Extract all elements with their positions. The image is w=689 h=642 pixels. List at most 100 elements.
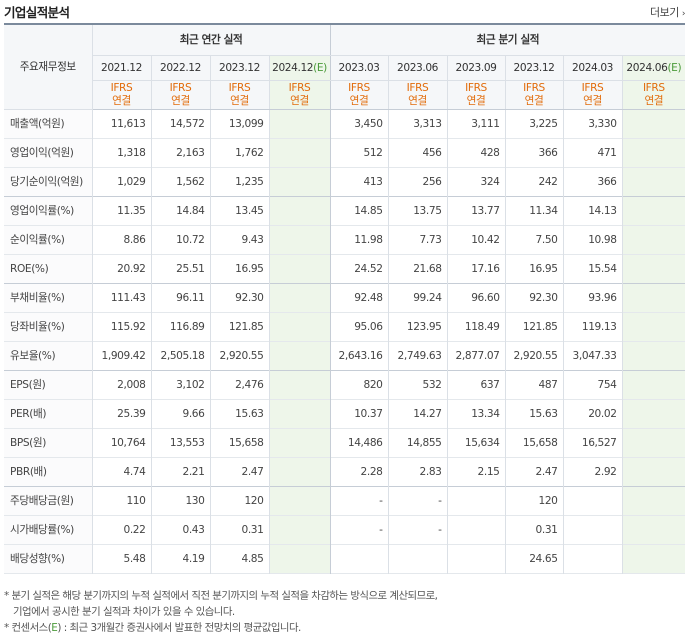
table-row: BPS(원) 10,764 13,553 15,658 14,486 14,855 15,6… [4,428,686,457]
footnote-1-cont: 기업에서 공시한 분기 실적과 차이가 있을 수 있습니다. [13,606,235,618]
annual-cell: 14.84 [150,196,210,225]
annual-cell: 0.22 [91,515,151,544]
quarter-cell: 15.63 [504,399,564,428]
annual-cell: 10.72 [150,225,210,254]
annual-cell: 25.39 [91,399,151,428]
annual-cell [268,225,331,254]
annual-cell: 2,920.55 [209,341,269,370]
quarter-cell: 256 [387,167,448,196]
annual-cell: 1,029 [91,167,151,196]
quarter-cell: 15,634 [446,428,506,457]
annual-cell: 115.92 [91,312,151,341]
quarter-cell: 99.24 [387,283,448,312]
row-label: 유보율(%) [4,341,93,370]
annual-cell: 130 [150,486,210,515]
annual-cell [268,399,331,428]
quarter-cell: 413 [329,167,389,196]
footnote-1: * 분기 실적은 해당 분기까지의 누적 실적에서 직전 분기까지의 누적 실적… [4,590,438,602]
annual-cell: 111.43 [91,283,151,312]
quarter-cell: 16,527 [562,428,623,457]
period-header: 2024.06(E) [621,55,686,81]
quarter-cell: 2,877.07 [446,341,506,370]
basis-consolidated: 연결 [230,94,249,107]
period-header: 2024.03 [562,55,623,81]
row-label: 영업이익(억원) [4,138,93,167]
annual-cell: 2,008 [91,370,151,399]
quarter-cell: 10.42 [446,225,506,254]
annual-cell: 4.85 [209,544,269,573]
basis-label: IFRS 연결 [268,80,331,110]
footnotes: * 분기 실적은 해당 분기까지의 누적 실적에서 직전 분기까지의 누적 실적… [4,588,438,636]
basis-consolidated: 연결 [408,94,427,107]
row-label: 영업이익률(%) [4,196,93,225]
basis-ifrs: IFRS [581,81,604,94]
basis-consolidated: 연결 [112,94,131,107]
annual-group-header: 최근 연간 실적 [92,24,331,56]
quarter-cell: 121.85 [504,312,564,341]
annual-cell: 121.85 [209,312,269,341]
row-label: 시가배당률(%) [4,515,93,544]
annual-cell: 5.48 [91,544,151,573]
basis-label: IFRS 연결 [150,80,210,110]
basis-ifrs: IFRS [288,81,311,94]
basis-consolidated: 연결 [524,94,544,107]
quarter-cell: 2.92 [562,457,623,486]
quarter-cell: 93.96 [562,283,623,312]
annual-cell: 120 [209,486,269,515]
annual-cell [268,109,331,138]
quarter-cell: 3,313 [387,109,448,138]
quarter-cell: 7.73 [387,225,448,254]
quarter-cell [621,138,686,167]
basis-ifrs: IFRS [642,81,665,94]
annual-cell: 0.31 [209,515,269,544]
basis-label: IFRS 연결 [621,80,686,110]
basis-consolidated: 연결 [171,94,190,107]
quarter-cell [621,457,686,486]
basis-ifrs: IFRS [110,81,133,94]
quarter-cell [446,486,506,515]
basis-ifrs: IFRS [406,81,429,94]
annual-cell: 25.51 [150,254,210,283]
quarter-cell: 16.95 [504,254,564,283]
annual-cell: 2.47 [209,457,269,486]
row-label: 당좌비율(%) [4,312,93,341]
basis-ifrs: IFRS [523,81,545,94]
basis-label: IFRS 연결 [562,80,623,110]
basis-ifrs: IFRS [169,81,192,94]
row-label: 부채비율(%) [4,283,93,312]
quarter-cell: 366 [504,138,564,167]
annual-cell: 9.43 [209,225,269,254]
table-row: 순이익률(%) 8.86 10.72 9.43 11.98 7.73 10.42 7.50 10… [4,225,686,254]
quarter-cell [329,544,389,573]
annual-cell: 11.35 [91,196,151,225]
annual-cell: 4.74 [91,457,151,486]
row-label: BPS(원) [4,428,93,457]
quarter-cell: 3,047.33 [562,341,623,370]
quarter-cell [562,486,623,515]
basis-label: IFRS 연결 [92,80,151,110]
quarter-cell: 14,855 [387,428,448,457]
annual-cell: 1,562 [150,167,210,196]
table-row: ROE(%) 20.92 25.51 16.95 24.52 21.68 17.16 16.9… [4,254,686,283]
quarter-cell [621,399,686,428]
quarter-cell: 123.95 [387,312,448,341]
quarter-cell: 2.47 [504,457,564,486]
quarter-cell [562,544,623,573]
period-header: 2021.12 [92,55,151,81]
quarter-cell: 24.65 [504,544,564,573]
row-label: 주당배당금(원) [4,486,93,515]
basis-consolidated: 연결 [644,94,664,107]
quarter-group-header: 최근 분기 실적 [330,24,686,56]
more-link[interactable]: 더보기 › [650,4,686,20]
table-row: 부채비율(%) 111.43 96.11 92.30 92.48 99.24 96.60 92… [4,283,686,312]
quarter-cell: 14.13 [562,196,623,225]
annual-cell: 3,102 [150,370,210,399]
period-header: 2023.09 [446,55,506,81]
quarter-cell: 3,111 [446,109,506,138]
quarter-cell: 512 [329,138,389,167]
quarter-cell [621,428,686,457]
row-label: 매출액(억원) [4,109,93,138]
annual-cell: 13,099 [209,109,269,138]
quarter-cell [621,312,686,341]
table-row: PER(배) 25.39 9.66 15.63 10.37 14.27 13.34 15.63… [4,399,686,428]
